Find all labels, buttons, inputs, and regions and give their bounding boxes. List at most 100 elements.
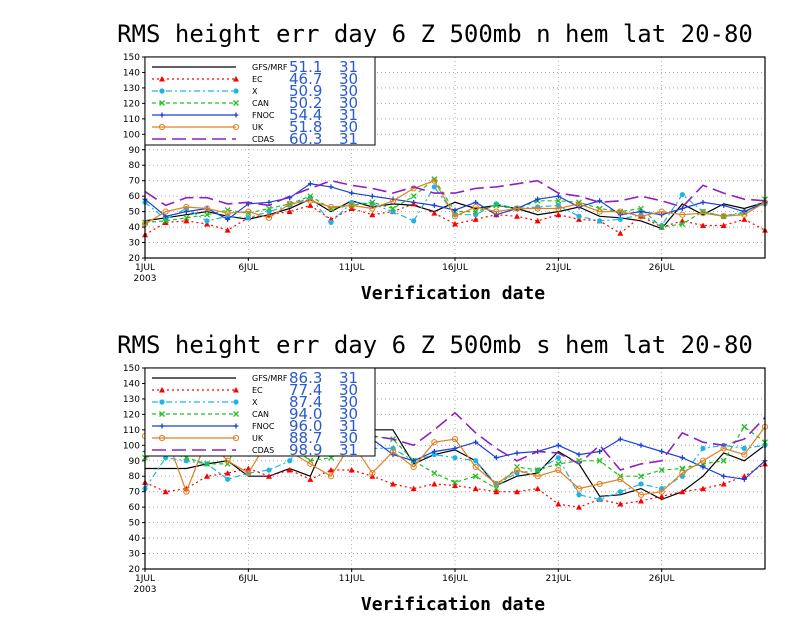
- legend-mean: 51.1: [289, 58, 322, 76]
- y-tick-label: 20: [129, 565, 141, 575]
- data-point: [286, 467, 293, 473]
- data-point: [699, 457, 707, 464]
- data-point: [638, 205, 644, 212]
- data-point: [700, 464, 706, 470]
- data-point: [307, 460, 314, 467]
- data-point: [658, 488, 665, 495]
- data-point: [225, 476, 231, 482]
- y-tick-label: 100: [123, 441, 140, 451]
- chart-title: RMS height err day 6 Z 500mb n hem lat 2…: [117, 20, 753, 48]
- series-line: [144, 411, 766, 471]
- data-point: [307, 181, 313, 187]
- legend-mean: 96.0: [289, 417, 322, 435]
- legend-marker: [233, 112, 239, 118]
- legend-label: EC: [252, 75, 263, 84]
- plot-frame: [144, 56, 766, 259]
- data-point: [431, 439, 438, 446]
- legend-marker: [159, 387, 165, 393]
- legend-label: GFS/MRF: [252, 374, 288, 383]
- data-point: [389, 197, 397, 204]
- data-point: [183, 488, 190, 495]
- y-tick-label: 110: [123, 426, 140, 436]
- data-point: [348, 202, 355, 209]
- data-point: [720, 222, 727, 229]
- x-tick-label: 1JUL: [135, 263, 155, 273]
- data-point: [534, 205, 541, 212]
- data-point: [452, 479, 458, 486]
- legend-marker: [232, 434, 240, 442]
- data-point: [576, 452, 582, 458]
- data-point: [431, 480, 438, 487]
- legend-mean: 87.4: [289, 393, 322, 411]
- data-point: [472, 203, 479, 211]
- legend-label: CDAS: [252, 446, 274, 455]
- data-point: [472, 473, 479, 480]
- legend-marker: [233, 387, 239, 393]
- legend-mean: 98.9: [289, 441, 322, 459]
- data-point: [555, 211, 562, 218]
- y-tick-label: 90: [129, 146, 141, 156]
- x-tick-label: 21JUL: [545, 263, 571, 273]
- legend-mean: 86.3: [289, 369, 322, 387]
- legend-label: FNOC: [252, 422, 275, 431]
- data-point: [410, 485, 417, 492]
- data-point: [266, 205, 272, 212]
- data-point: [721, 202, 727, 208]
- y-tick-label: 130: [123, 395, 140, 405]
- y-tick-label: 50: [129, 208, 141, 218]
- data-point: [597, 218, 603, 224]
- data-point: [473, 458, 479, 464]
- data-point: [452, 445, 458, 451]
- data-point: [204, 473, 210, 479]
- data-point: [617, 216, 623, 222]
- legend-marker: [233, 411, 239, 417]
- data-point: [617, 436, 623, 442]
- data-point: [679, 455, 685, 461]
- legend-marker: [158, 434, 166, 442]
- data-point: [224, 470, 231, 476]
- data-point: [266, 467, 272, 473]
- legend-count: 30: [339, 429, 358, 447]
- data-point: [431, 202, 437, 208]
- data-point: [473, 439, 479, 445]
- chart-title: RMS height err day 6 Z 500mb s hem lat 2…: [117, 331, 753, 359]
- data-point: [597, 198, 603, 204]
- data-point: [513, 466, 521, 474]
- y-tick-label: 60: [129, 503, 141, 513]
- data-point: [576, 492, 582, 498]
- legend-marker: [159, 423, 165, 429]
- data-point: [513, 205, 521, 212]
- y-tick-label: 80: [129, 161, 141, 171]
- y-tick-label: 120: [123, 410, 140, 420]
- data-point: [307, 202, 314, 208]
- series-fnoc: [142, 181, 768, 222]
- data-point: [493, 488, 500, 495]
- data-point: [224, 210, 231, 217]
- data-point: [390, 205, 396, 212]
- data-point: [224, 227, 231, 233]
- series-line: [144, 179, 766, 225]
- x-tick-label: 1JUL: [135, 574, 155, 584]
- series-line: [144, 179, 766, 208]
- data-point: [720, 457, 727, 464]
- data-point: [266, 199, 272, 205]
- data-point: [266, 473, 272, 479]
- data-point: [307, 193, 314, 200]
- legend-count: 30: [339, 82, 358, 100]
- y-tick-label: 130: [123, 84, 140, 94]
- y-tick-label: 40: [129, 223, 141, 233]
- legend-marker: [159, 112, 165, 118]
- legend-count: 30: [339, 118, 358, 136]
- data-point: [369, 199, 376, 206]
- x-tick-label: 11JUL: [339, 263, 365, 273]
- data-point: [638, 442, 644, 448]
- data-point: [514, 450, 520, 456]
- series-cdas: [144, 411, 766, 471]
- data-point: [411, 458, 417, 464]
- series-line: [144, 426, 766, 496]
- legend-count: 30: [339, 393, 358, 411]
- legend-marker: [233, 399, 239, 405]
- data-point: [183, 203, 190, 211]
- legend-label: FNOC: [252, 111, 275, 120]
- data-point: [410, 463, 417, 471]
